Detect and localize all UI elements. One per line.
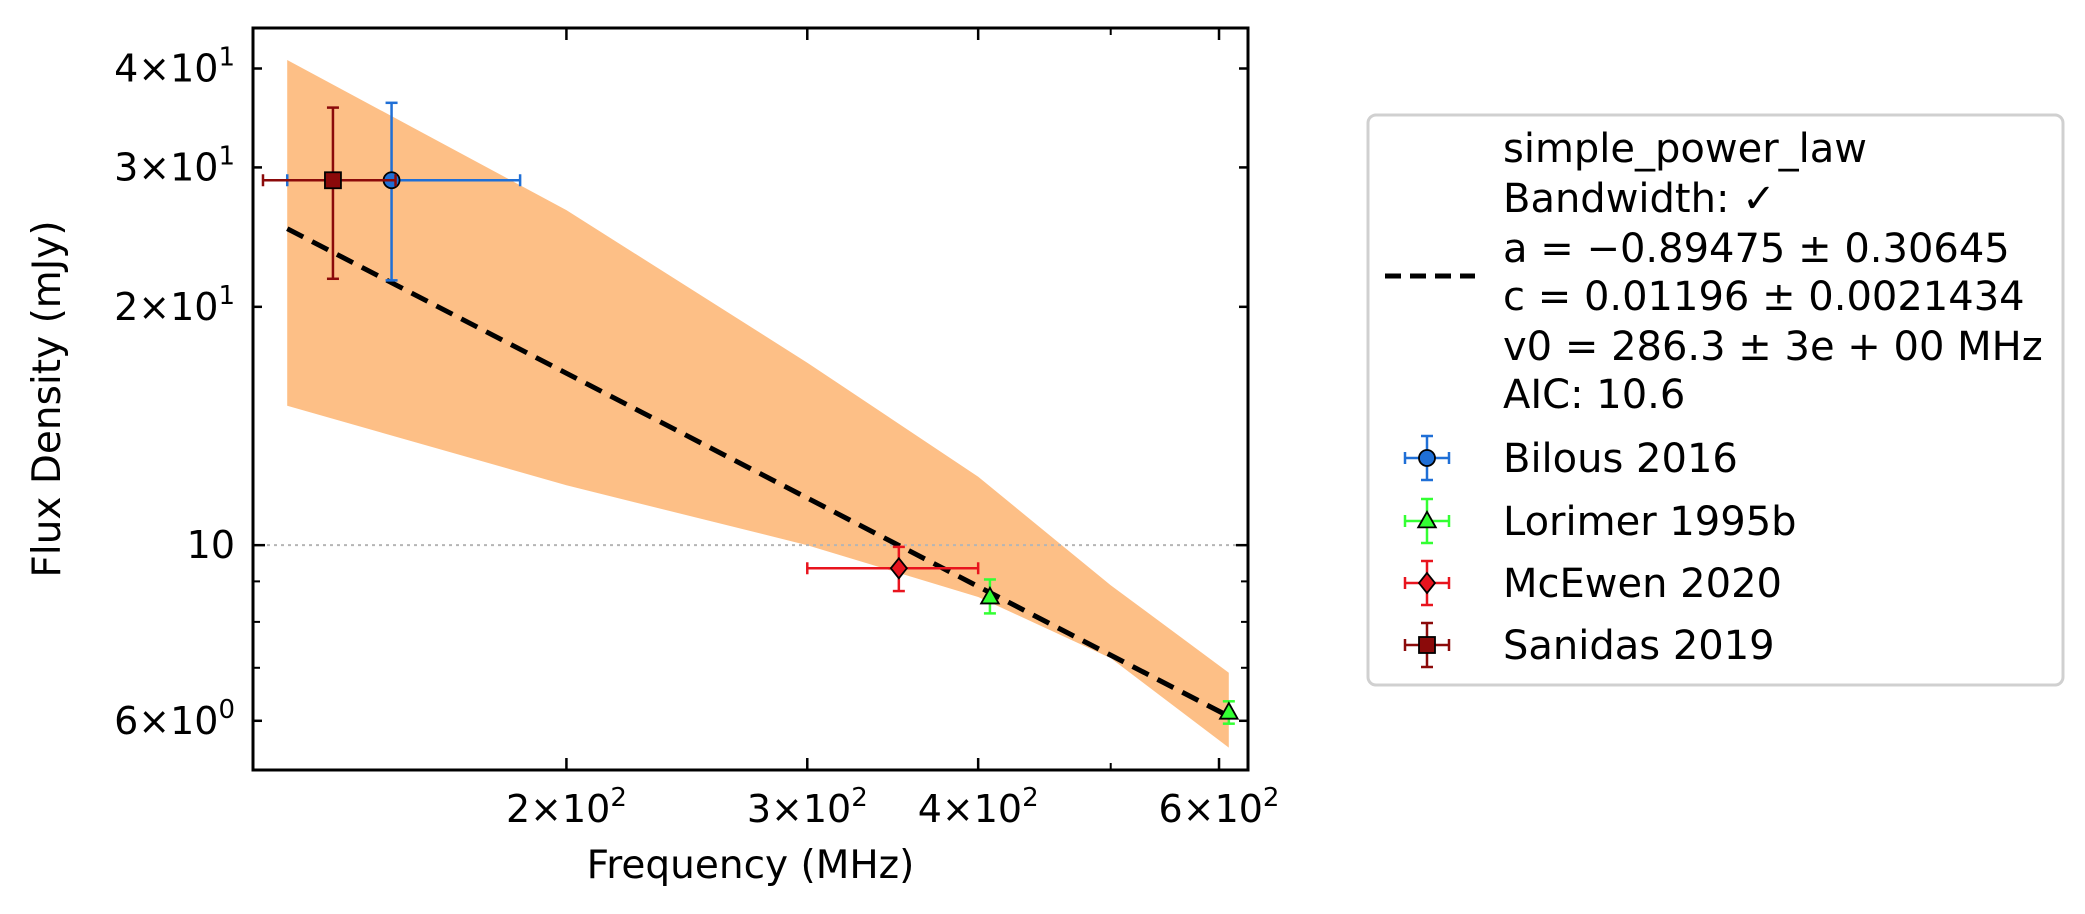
fit-line (286, 226, 1230, 719)
legend-handle-marker-square (1418, 636, 1436, 654)
x-axis-label: Frequency (MHz) (587, 843, 915, 888)
y-tick-label-6: 6×100 (114, 695, 235, 743)
legend: simple_power_law Bandwidth: ✓ a = −0.894… (1366, 113, 2065, 687)
fit-uncertainty-band-layer (287, 60, 1229, 748)
legend-fit-bandwidth: Bandwidth: ✓ (1503, 176, 1776, 222)
legend-fit-param-v0: v0 = 286.3 ± 3e + 00 MHz (1503, 324, 2043, 370)
legend-handle-lorimer-1995b (1403, 497, 1451, 545)
plot-frame (251, 26, 1250, 772)
legend-series-handles (1403, 434, 1451, 669)
legend-handle-bilous-2016 (1403, 434, 1451, 482)
y-tick-label-20: 2×101 (114, 281, 235, 329)
data-point-sanidas-2019-1 (261, 106, 397, 281)
marker-triangle (1218, 701, 1240, 720)
legend-series-mcewen-2020: McEwen 2020 (1503, 561, 1782, 607)
y-tick-label-30: 3×101 (114, 141, 235, 189)
legend-handle-marker-triangle (1416, 509, 1438, 529)
marker-diamond (889, 556, 908, 580)
data-point-mcewen-2020-1 (806, 545, 980, 593)
axis-ticks-layer: 2×102 3×102 4×102 6×102 6×100 10 2×101 3×101 4×1… (114, 28, 1279, 831)
legend-handle-marker-diamond (1417, 571, 1437, 595)
x-tick-label-300: 3×102 (747, 783, 868, 831)
x-tick-label-600: 6×102 (1159, 783, 1280, 831)
legend-fit-param-c: c = 0.01196 ± 0.0021434 (1503, 274, 2025, 320)
legend-fit-aic: AIC: 10.6 (1503, 372, 1685, 418)
legend-handle-marker-circle (1418, 449, 1436, 467)
fit-line-layer (286, 226, 1230, 719)
data-points-layer (261, 101, 1240, 725)
marker-triangle (979, 585, 1001, 605)
x-tick-label-200: 2×102 (506, 783, 627, 831)
y-tick-label-10: 10 (187, 523, 235, 567)
y-tick-label-40: 4×101 (114, 42, 235, 90)
data-point-lorimer-1995b-1 (979, 578, 1001, 615)
legend-handle-mcewen-2020 (1403, 559, 1451, 607)
legend-fit-param-a: a = −0.89475 ± 0.30645 (1503, 226, 2010, 272)
y-axis-label: Flux Density (mJy) (25, 220, 70, 577)
legend-series-bilous-2016: Bilous 2016 (1503, 436, 1738, 482)
legend-series-lorimer-1995b: Lorimer 1995b (1503, 499, 1797, 545)
data-point-lorimer-1995b-2 (1218, 700, 1240, 725)
marker-square (324, 171, 342, 190)
x-tick-label-400: 4×102 (918, 783, 1039, 831)
legend-handle-sanidas-2019 (1403, 621, 1451, 669)
legend-series-sanidas-2019: Sanidas 2019 (1503, 623, 1775, 669)
fit-uncertainty-band (287, 60, 1229, 748)
legend-fit-name: simple_power_law (1503, 126, 1867, 172)
legend-box (1366, 113, 2065, 687)
